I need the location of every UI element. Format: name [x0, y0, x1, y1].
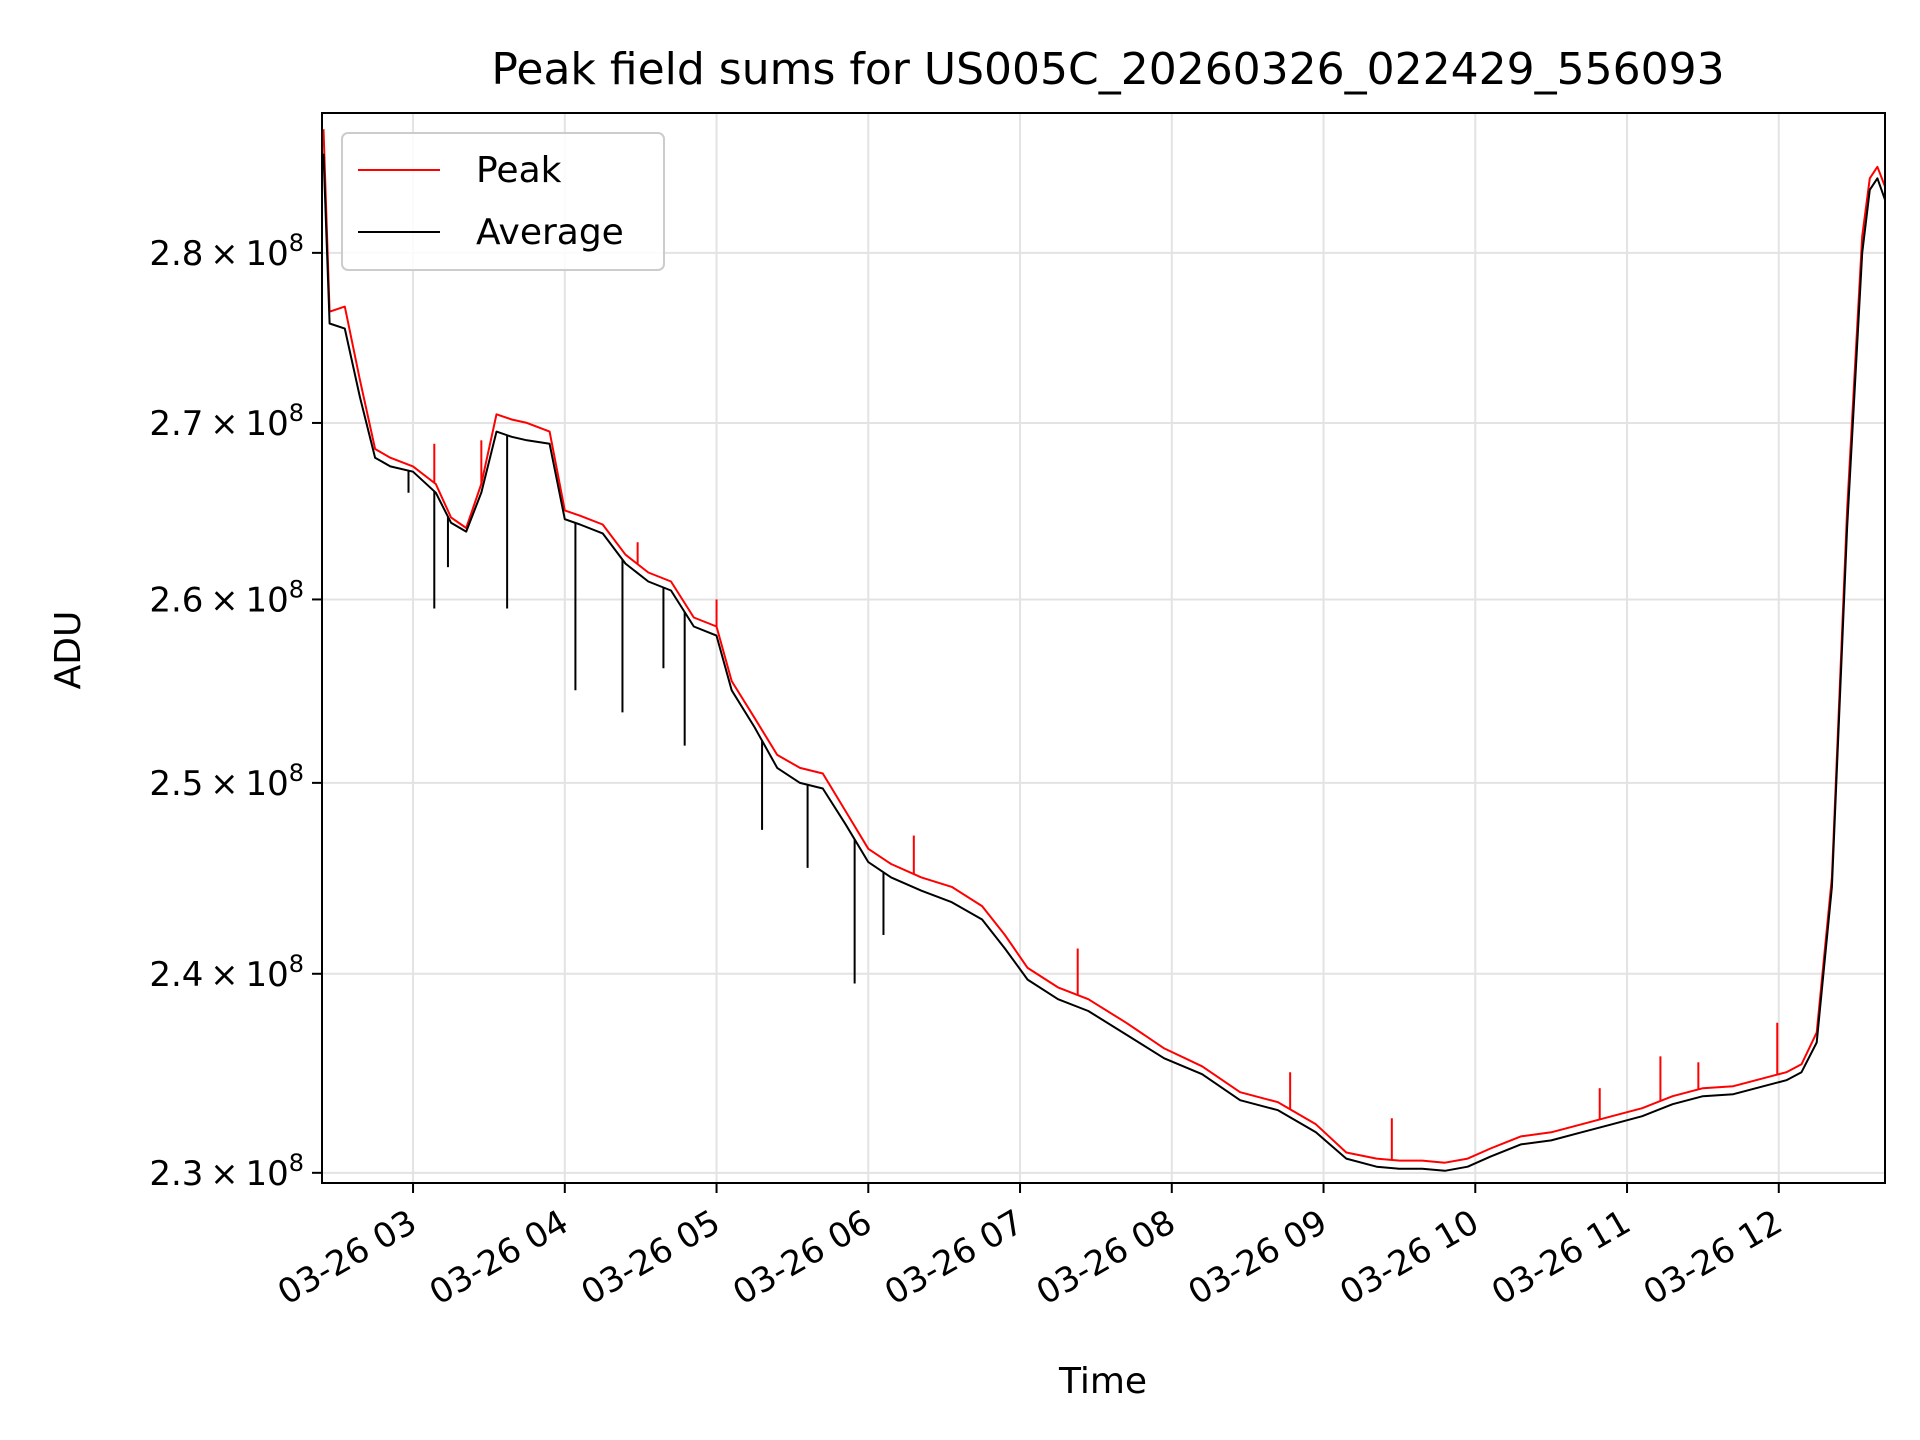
chart-title: Peak field sums for US005C_20260326_0224… — [491, 44, 1724, 95]
y-tick-exponent: 8 — [289, 575, 304, 603]
y-tick-label: 2.8 × 108 — [149, 229, 304, 274]
series-layer — [322, 129, 1885, 1172]
y-tick-mantissa: 2.3 × 10 — [149, 1154, 288, 1194]
y-tick-exponent: 8 — [289, 399, 304, 427]
y-tick-mantissa: 2.6 × 10 — [149, 580, 288, 620]
legend-box — [341, 132, 665, 271]
y-tick-exponent: 8 — [289, 229, 304, 257]
series-line-average — [322, 153, 1885, 1172]
y-tick-label: 2.5 × 108 — [149, 759, 304, 804]
plot-frame — [321, 112, 1886, 1184]
grid-lines — [322, 113, 1885, 1183]
y-tick-label: 2.7 × 108 — [149, 399, 304, 444]
y-tick-exponent: 8 — [289, 759, 304, 787]
y-tick-mantissa: 2.5 × 10 — [149, 764, 288, 804]
y-tick-label: 2.4 × 108 — [149, 950, 304, 995]
y-tick-mantissa: 2.7 × 10 — [149, 404, 288, 444]
series-line-peak — [322, 129, 1885, 1164]
legend-label-average: Average — [476, 212, 624, 253]
legend: Peak Average — [341, 132, 665, 271]
y-tick-mantissa: 2.4 × 10 — [149, 955, 288, 995]
x-axis-label: Time — [1058, 1361, 1147, 1402]
y-axis-label: ADU — [48, 611, 89, 690]
y-tick-exponent: 8 — [289, 950, 304, 978]
legend-label-peak: Peak — [476, 150, 562, 191]
y-tick-label: 2.3 × 108 — [149, 1149, 304, 1194]
y-tick-mantissa: 2.8 × 10 — [149, 234, 288, 274]
y-tick-exponent: 8 — [289, 1149, 304, 1177]
y-tick-label: 2.6 × 108 — [149, 575, 304, 620]
